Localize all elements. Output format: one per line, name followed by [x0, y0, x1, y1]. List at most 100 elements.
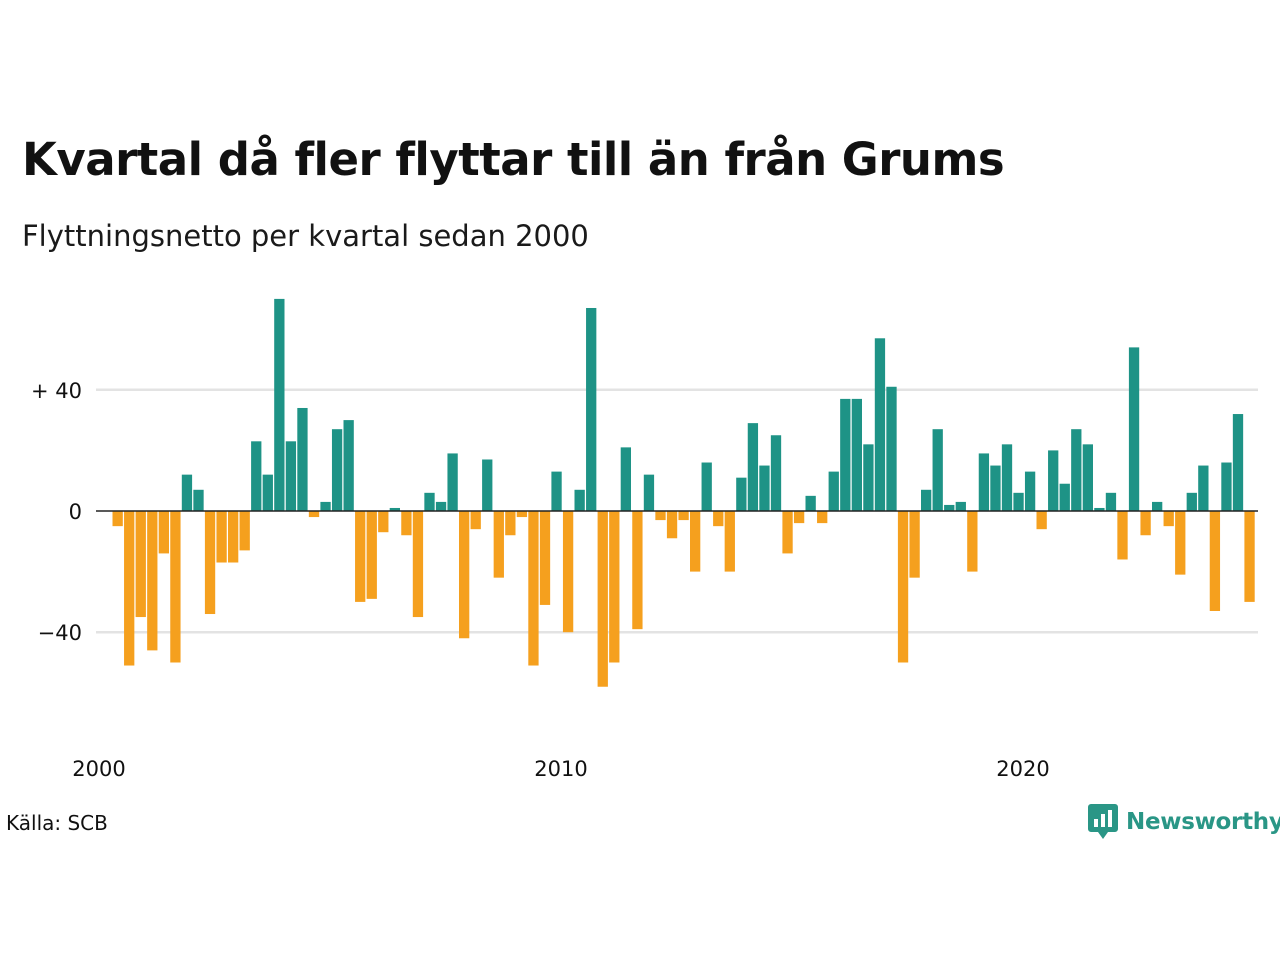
- bar: [828, 471, 839, 511]
- bar: [285, 441, 297, 511]
- bar: [1036, 511, 1047, 530]
- bar: [355, 511, 366, 602]
- bar: [378, 511, 389, 533]
- brand-logo: Newsworthy: [1088, 804, 1280, 840]
- bar: [112, 511, 123, 527]
- y-axis-ticks: + 40 0 −40: [31, 379, 82, 645]
- x-tick-label: 2010: [534, 757, 587, 781]
- bar: [1013, 492, 1024, 511]
- bar: [412, 511, 424, 618]
- bar: [262, 474, 273, 511]
- bar: [228, 511, 239, 563]
- bar: [1232, 414, 1244, 511]
- bar: [493, 511, 504, 578]
- y-tick-label: + 40: [31, 379, 82, 403]
- bar: [1024, 471, 1036, 511]
- bar: [1186, 492, 1197, 511]
- bar: [782, 511, 793, 554]
- bar: [204, 511, 216, 615]
- bar: [147, 511, 158, 651]
- bar: [724, 511, 735, 572]
- bar: [1140, 511, 1151, 536]
- bar: [1001, 444, 1013, 511]
- bar: [851, 398, 862, 511]
- bar: [759, 465, 770, 511]
- bar: [886, 386, 897, 511]
- bars: [112, 298, 1255, 687]
- bar: [366, 511, 377, 599]
- bar: [1094, 507, 1105, 511]
- bar: [435, 501, 447, 511]
- bar: [1117, 511, 1128, 560]
- bar: [239, 511, 250, 551]
- bar: [817, 511, 828, 524]
- bar: [216, 511, 227, 563]
- bar: [424, 492, 435, 511]
- bar: [1175, 511, 1186, 575]
- bar: [678, 511, 689, 521]
- x-axis-ticks: 2000 2010 2020: [72, 757, 1049, 781]
- bar: [793, 511, 805, 524]
- bar: [308, 511, 320, 518]
- bar: [863, 444, 874, 511]
- bar: [193, 489, 204, 511]
- bar: [158, 511, 169, 554]
- brand-name: Newsworthy: [1126, 809, 1280, 835]
- bar: [666, 511, 678, 539]
- bar: [1152, 501, 1163, 511]
- bar: [135, 511, 146, 618]
- bar: [1163, 511, 1174, 527]
- bar: [562, 511, 574, 633]
- bar: [609, 511, 620, 663]
- bar: [874, 338, 886, 511]
- bar: [955, 501, 966, 511]
- newsworthy-logo-icon: [1088, 804, 1118, 839]
- bar: [551, 471, 562, 511]
- bar: [747, 423, 759, 511]
- bar: [921, 489, 932, 511]
- bar: [932, 429, 943, 511]
- bar: [713, 511, 724, 527]
- chart-title: Kvartal då fler flyttar till än från Gru…: [22, 133, 1005, 186]
- bar: [181, 474, 193, 511]
- bar: [655, 511, 666, 521]
- bar: [1059, 483, 1070, 511]
- bar: [447, 453, 458, 511]
- bar: [840, 398, 851, 511]
- bar: [528, 511, 539, 666]
- bar: [1082, 444, 1093, 511]
- bar: [482, 459, 493, 511]
- bar-chart: + 40 0 −40 2000 2010 2020: [31, 298, 1258, 781]
- bar: [1048, 450, 1059, 511]
- bar: [978, 453, 990, 511]
- bar: [990, 465, 1001, 511]
- bar: [343, 420, 354, 511]
- bar: [297, 407, 308, 511]
- x-tick-label: 2020: [996, 757, 1049, 781]
- bar: [770, 435, 782, 511]
- gridlines: [96, 388, 1258, 634]
- bar: [805, 495, 816, 511]
- bar: [701, 462, 712, 511]
- y-tick-label: −40: [38, 621, 82, 645]
- bar: [274, 298, 285, 511]
- bar: [516, 511, 528, 518]
- bar: [643, 474, 655, 511]
- bar: [389, 507, 400, 511]
- bar: [170, 511, 181, 663]
- y-tick-label: 0: [69, 500, 82, 524]
- bar: [736, 477, 747, 511]
- source-note: Källa: SCB: [6, 811, 108, 835]
- bar: [1071, 429, 1082, 511]
- bar: [320, 501, 331, 511]
- bar: [597, 511, 608, 687]
- bar: [909, 511, 920, 578]
- bar: [401, 511, 412, 536]
- bar: [251, 441, 262, 511]
- bar: [1209, 511, 1221, 611]
- bar: [1128, 347, 1140, 511]
- bar: [586, 307, 597, 511]
- bar: [632, 511, 643, 630]
- bar: [459, 511, 470, 639]
- bar: [470, 511, 481, 530]
